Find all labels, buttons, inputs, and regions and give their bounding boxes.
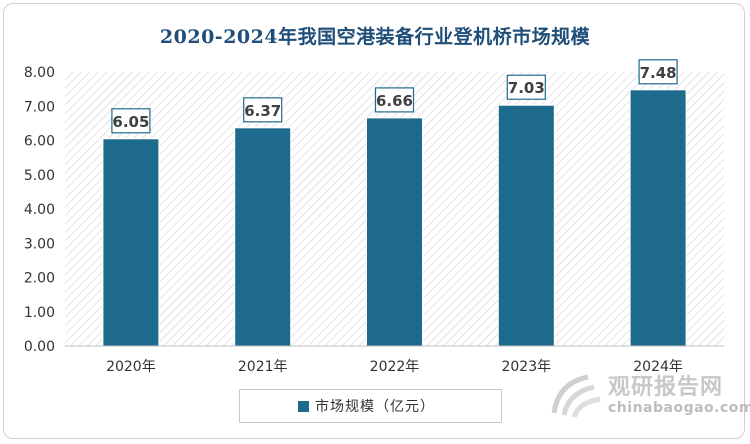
y-tick-label: 7.00: [24, 99, 55, 115]
y-tick-label: 3.00: [24, 236, 55, 252]
data-label: 6.66: [376, 92, 413, 110]
x-tick-label: 2021年: [238, 359, 288, 375]
data-label-box: [506, 74, 546, 100]
y-tick-label: 6.00: [24, 134, 55, 150]
y-tick-label: 8.00: [24, 65, 55, 81]
x-tick-label: 2022年: [370, 359, 420, 375]
bar: [629, 89, 687, 347]
y-tick-label: 0.00: [24, 339, 55, 355]
watermark-text-cn: 观研报告网: [608, 375, 724, 400]
data-label-box: [638, 59, 678, 85]
y-tick-label: 2.00: [24, 271, 55, 287]
legend: 市场规模（亿元）: [239, 389, 502, 423]
bar: [497, 104, 555, 347]
data-label: 6.05: [112, 113, 149, 131]
watermark-text-en: chinabaogao.com: [608, 400, 750, 416]
x-tick-label: 2020年: [106, 359, 156, 375]
data-label-box: [374, 87, 415, 113]
y-tick-label: 1.00: [24, 305, 55, 321]
watermark: 观研报告网 chinabaogao.com: [548, 365, 750, 425]
data-label-box: [111, 108, 151, 134]
bars: 6.05 6.37 6.66 7.03 7.48: [102, 59, 687, 347]
bar: [366, 117, 423, 347]
data-label: 7.03: [508, 79, 545, 97]
legend-label: 市场规模（亿元）: [315, 399, 435, 415]
x-tick-label: 2024年: [633, 359, 683, 375]
data-label: 6.37: [244, 102, 281, 120]
data-label-box: [243, 97, 283, 123]
y-tick-label: 4.00: [24, 202, 55, 218]
y-axis: 0.00 1.00 2.00 3.00 4.00 5.00 6.00 7.00 8.00: [24, 65, 55, 355]
data-label: 7.48: [640, 64, 677, 82]
legend-swatch: [298, 400, 309, 412]
y-tick-label: 5.00: [24, 168, 55, 184]
chart-title: 2020-2024年我国空港装备行业登机桥市场规模: [159, 26, 591, 48]
x-axis: 2020年 2021年 2022年 2023年 2024年: [65, 345, 724, 375]
chinabaogao-logo-icon: [551, 374, 601, 418]
bar: [102, 138, 160, 347]
x-tick-label: 2023年: [501, 359, 551, 375]
bar: [234, 127, 292, 347]
